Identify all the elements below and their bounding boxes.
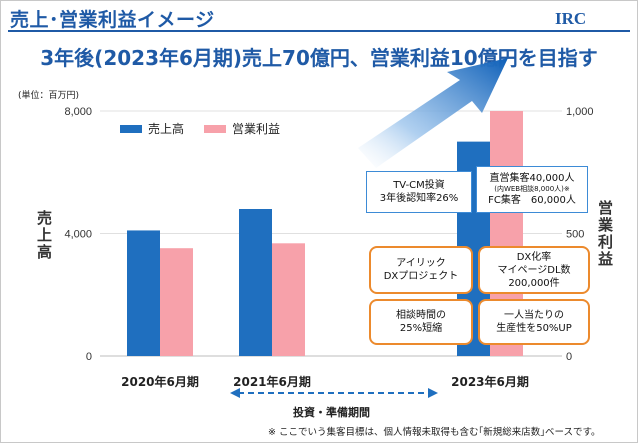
- logo-text: IRC: [555, 9, 586, 28]
- y-left-tick-label: 8,000: [64, 106, 92, 118]
- right-axis-title: 営業利益: [597, 199, 613, 268]
- period-arrow-right-head: [428, 388, 438, 398]
- tvcm-line-1: TV-CM投資: [393, 180, 445, 191]
- dx-rate-callout: DX化率 マイページDL数 200,000件: [478, 246, 590, 294]
- customers-line-2: (内WEB相談8,000人)※: [494, 185, 570, 193]
- footnote: ※ ここでいう集客目標は、個人情報未取得も含む｢新規総来店数｣ベースです。: [268, 427, 601, 438]
- legend-swatch-revenue: [120, 124, 142, 133]
- time-cut-line-2: 25%短縮: [399, 323, 443, 334]
- dx-rate-line-2: マイページDL数: [497, 264, 571, 276]
- legend-label-revenue: 売上高: [148, 122, 185, 136]
- left-axis-title: 売上高: [36, 209, 52, 261]
- legend-item-revenue: 売上高: [120, 120, 184, 137]
- x-tick-label: 2021年6月期: [233, 374, 311, 389]
- y-right-tick-label: 1,000: [566, 106, 594, 118]
- irc-logo: IRC: [555, 9, 586, 28]
- tvcm-line-2: 3年後認知率26%: [379, 193, 459, 204]
- dx-project-line-2: DXプロジェクト: [383, 271, 459, 282]
- y-left-tick-label: 4,000: [64, 229, 92, 241]
- unit-label: (単位：百万円): [18, 91, 80, 101]
- bar-revenue: [127, 230, 160, 356]
- x-tick-label: 2023年6月期: [451, 374, 529, 389]
- dx-rate-line-1: DX化率: [516, 251, 552, 263]
- period-arrow-left-head: [230, 388, 240, 398]
- productivity-line-2: 生産性を50%UP: [496, 323, 572, 334]
- bar-profit: [160, 248, 193, 356]
- time-cut-line-1: 相談時間の: [396, 310, 446, 321]
- y-right-tick-label: 500: [566, 229, 584, 241]
- legend: 売上高 営業利益: [120, 120, 280, 137]
- dx-rate-line-3: 200,000件: [508, 277, 560, 289]
- dx-project-callout: アイリック DXプロジェクト: [369, 246, 473, 294]
- legend-label-profit: 営業利益: [232, 122, 281, 136]
- customers-line-1: 直営集客40,000人: [489, 173, 575, 184]
- period-label: 投資・準備期間: [293, 406, 370, 419]
- slide-title: 売上･営業利益イメージ: [10, 9, 215, 31]
- title-rule: [8, 30, 630, 32]
- productivity-line-1: 一人当たりの: [504, 310, 564, 321]
- y-left-tick-label: 0: [86, 351, 92, 363]
- bar-profit: [272, 243, 305, 356]
- dx-project-line-1: アイリック: [396, 258, 446, 269]
- legend-item-profit: 営業利益: [204, 120, 280, 137]
- growth-arrow: [358, 58, 508, 168]
- customers-callout: 直営集客40,000人 (内WEB相談8,000人)※ FC集客 60,000人: [476, 166, 588, 213]
- x-tick-label: 2020年6月期: [121, 374, 199, 389]
- time-cut-callout: 相談時間の 25%短縮: [369, 299, 473, 345]
- headline: 3年後(2023年6月期)売上70億円、営業利益10億円を目指す: [40, 46, 598, 70]
- y-right-tick-label: 0: [566, 351, 572, 363]
- bar-revenue: [239, 209, 272, 356]
- productivity-callout: 一人当たりの 生産性を50%UP: [478, 299, 590, 345]
- tvcm-callout: TV-CM投資 3年後認知率26%: [366, 171, 472, 213]
- customers-line-3: FC集客 60,000人: [488, 195, 576, 206]
- legend-swatch-profit: [204, 124, 227, 133]
